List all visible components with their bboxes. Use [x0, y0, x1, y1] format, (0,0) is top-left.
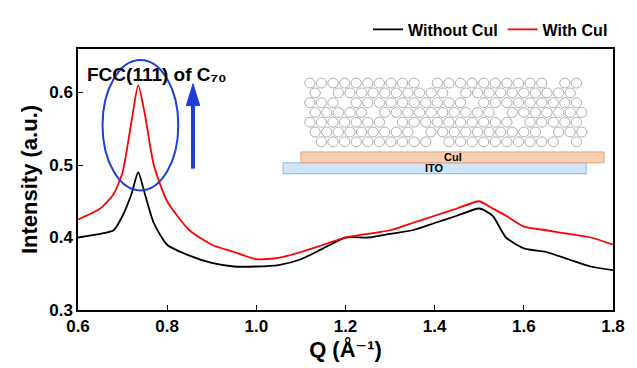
svg-text:0.6: 0.6 [49, 83, 73, 102]
svg-text:1.4: 1.4 [423, 317, 447, 336]
svg-text:1.8: 1.8 [601, 317, 625, 336]
svg-text:0.6: 0.6 [66, 317, 90, 336]
svg-text:CuI: CuI [444, 151, 462, 163]
svg-text:Intensity (a.u.): Intensity (a.u.) [17, 105, 42, 254]
svg-text:0.8: 0.8 [155, 317, 179, 336]
svg-text:1.2: 1.2 [334, 317, 358, 336]
svg-text:With CuI: With CuI [543, 22, 608, 39]
svg-text:0.4: 0.4 [49, 228, 73, 247]
svg-text:0.3: 0.3 [49, 301, 73, 320]
svg-text:ITO: ITO [425, 162, 444, 174]
svg-text:1.0: 1.0 [245, 317, 269, 336]
svg-text:Without CuI: Without CuI [408, 22, 498, 39]
svg-text:Q (Å⁻¹): Q (Å⁻¹) [309, 336, 382, 362]
svg-text:1.6: 1.6 [512, 317, 536, 336]
svg-text:FCC(111) of C₇₀: FCC(111) of C₇₀ [87, 64, 227, 85]
svg-text:0.5: 0.5 [49, 156, 73, 175]
